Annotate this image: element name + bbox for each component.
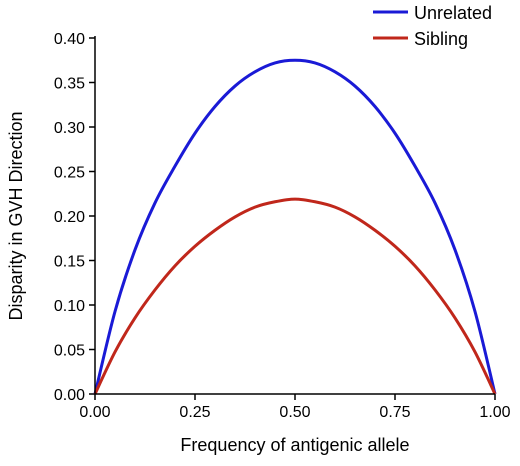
y-tick-label: 0.05	[54, 343, 85, 360]
x-axis-ticks: 0.00 0.25 0.50 0.75 1.00	[79, 394, 511, 421]
y-tick-label: 0.15	[54, 254, 85, 271]
y-tick-label: 0.10	[54, 298, 85, 315]
legend-label-sibling: Sibling	[414, 29, 468, 49]
y-axis-title: Disparity in GVH Direction	[6, 111, 26, 320]
y-axis-ticks: 0.00 0.05 0.10 0.15 0.20 0.25 0.30 0.35 0.40	[54, 31, 95, 404]
legend-label-unrelated: Unrelated	[414, 3, 492, 23]
series-layer	[93, 58, 497, 395]
x-tick-label: 0.25	[179, 404, 210, 421]
legend: Unrelated Sibling	[373, 3, 492, 49]
series-line-sibling	[93, 197, 497, 395]
x-tick-label: 1.00	[479, 404, 510, 421]
series-line-unrelated	[93, 58, 497, 395]
y-tick-label: 0.20	[54, 209, 85, 226]
y-tick-label: 0.35	[54, 76, 85, 93]
y-tick-label: 0.30	[54, 120, 85, 137]
y-tick-label: 0.40	[54, 31, 85, 48]
x-tick-label: 0.50	[279, 404, 310, 421]
x-tick-label: 0.75	[379, 404, 410, 421]
y-tick-label: 0.25	[54, 165, 85, 182]
x-tick-label: 0.00	[79, 404, 110, 421]
y-tick-label: 0.00	[54, 387, 85, 404]
x-axis-title: Frequency of antigenic allele	[180, 435, 409, 455]
